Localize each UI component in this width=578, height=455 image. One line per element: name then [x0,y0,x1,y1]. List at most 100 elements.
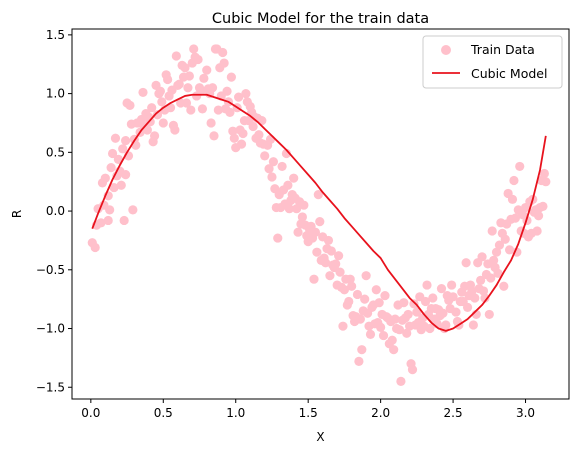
y-tick-label: −1.0 [36,322,65,336]
legend: Train Data Cubic Model [422,35,563,89]
train-data-point [533,211,544,221]
train-data-point [409,299,419,309]
x-tick-label: 1.5 [299,406,318,420]
train-data-point [186,105,196,115]
train-data-point [218,47,228,58]
train-data-point [389,345,399,355]
train-data-point [116,180,126,190]
x-tick-label: 0.5 [154,406,173,420]
train-data-point [315,217,325,227]
train-data-point [374,298,384,308]
train-data-point [326,246,336,256]
train-data-point [118,144,128,154]
legend-label-cubic-model: Cubic Model [471,66,547,81]
train-data-point [539,168,549,179]
train-data-point [248,121,258,132]
train-data-point [209,131,219,141]
train-data-point [380,291,390,301]
train-data-point [441,320,451,330]
train-data-point [313,190,323,200]
train-data-point [338,321,348,331]
train-data-point [425,323,435,334]
train-data-point [532,226,542,236]
x-tick-label: 0.0 [81,406,100,420]
train-data-point [476,275,486,285]
y-tick-label: 0.5 [46,145,65,159]
train-data-point [158,118,168,128]
train-data-point [260,151,270,161]
train-data-point [489,255,499,265]
train-data-point [507,194,518,204]
train-data-point [197,104,208,114]
train-data-point [335,267,345,277]
train-data-point [174,79,184,89]
train-data-point [254,130,264,140]
train-data-point [447,280,457,290]
train-data-point [180,63,190,73]
train-data-point [412,307,422,317]
train-data-point [106,163,116,173]
train-data-point [283,180,293,190]
train-data-point [407,365,418,375]
train-data-point [347,281,357,291]
train-data-point [241,89,251,99]
train-data-point [399,298,409,308]
cubic-model-line [91,93,547,332]
train-data-point [289,173,299,183]
train-data-point [402,328,412,338]
legend-box [422,35,563,89]
train-data-point [538,201,548,211]
train-data-point [387,335,397,345]
train-data-point [281,148,292,159]
train-data-point [360,294,370,304]
train-data-point [202,65,212,75]
train-data-point [273,233,283,243]
train-data-point [213,105,223,115]
train-data-point [277,161,287,172]
train-data-point [299,200,309,210]
train-data-point [229,133,239,143]
train-data-point [515,161,525,172]
train-data-point [467,286,477,296]
y-tick-label: 1.5 [46,28,65,42]
train-data-point [500,234,510,244]
x-axis-label: X [316,430,324,444]
x-axis: 0.0 0.5 1.0 1.5 2.0 2.5 3.0 [81,399,535,420]
train-data-point [234,92,244,102]
train-data-point [155,86,165,96]
legend-label-train-data: Train Data [470,42,535,57]
train-data-point [451,307,461,317]
train-data-point [494,240,505,250]
y-tick-label: −0.5 [36,263,65,277]
train-data-point [163,74,173,85]
train-data-point [268,157,279,167]
train-data-point [477,252,487,262]
x-tick-label: 1.0 [226,406,245,420]
y-tick-label: −1.5 [36,380,65,394]
train-data-point [125,100,135,110]
y-tick-label: 0.0 [46,204,65,218]
train-data-point [103,215,113,226]
train-data-point [361,271,371,281]
train-data-point [236,139,247,149]
train-data-point [493,268,503,278]
train-data-point [325,271,335,281]
train-data-point [480,293,490,303]
train-data-point [394,325,405,335]
train-data-point [403,309,413,320]
train-data-point [121,135,131,146]
x-tick-label: 2.0 [371,406,390,420]
chart-title: Cubic Model for the train data [212,11,429,27]
train-data-point [110,133,121,143]
train-data-point [222,86,232,96]
y-axis: −1.5 −1.0 −0.5 0.0 0.5 1.0 1.5 [36,28,72,394]
train-data-point [355,314,365,324]
train-data-point [510,213,520,223]
train-data-point [128,205,138,215]
train-data-point [119,215,129,226]
train-data-point [504,245,515,255]
train-data-point [376,322,386,332]
plot-area [87,44,551,386]
train-data-point [309,274,319,284]
